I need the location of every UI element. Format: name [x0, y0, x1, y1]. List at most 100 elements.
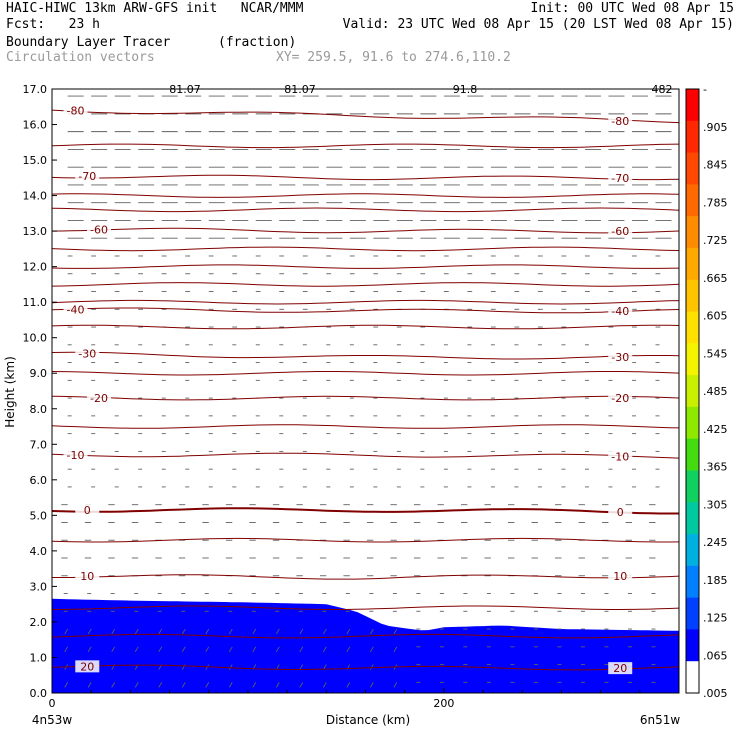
- colorbar-label-16: .005: [703, 687, 728, 700]
- vector-arrow-341: [299, 664, 304, 670]
- contour-label--80-right: -80: [611, 115, 629, 128]
- contour-label--20-left: -20: [90, 392, 108, 405]
- y-axis-title: Height (km): [3, 356, 17, 427]
- top-labels: 81.07 81.07 91.8 482: [169, 83, 672, 96]
- colorbar-swatch-16: [686, 597, 699, 630]
- contour-label--80-left: -80: [67, 104, 85, 117]
- x-endpoint-right: 6n51w: [640, 713, 681, 727]
- vector-arrow-239: [228, 664, 233, 670]
- colorbar-swatch-8: [686, 343, 699, 376]
- x-axis-title: Distance (km): [326, 713, 410, 727]
- vector-arrow-241: [228, 628, 233, 635]
- vector-arrow-374: [322, 682, 327, 688]
- vector-arrow-411: [346, 628, 351, 635]
- colorbar-swatch-5: [686, 247, 699, 281]
- isotherm--60: [52, 227, 679, 234]
- header-line2-left: Fcst: 23 h: [6, 17, 100, 32]
- colorbar-swatch-9: [686, 375, 699, 408]
- colorbar-swatch-4: [686, 216, 699, 249]
- isotherm--70: [52, 174, 679, 181]
- contour-label-bg: [63, 104, 88, 117]
- vector-arrow-445: [369, 628, 374, 635]
- contour-label-bg: [608, 662, 633, 675]
- vector-arrow-3: [64, 628, 69, 635]
- cross-section-coords: XY= 259.5, 91.6 to 274.6,110.2: [276, 50, 511, 65]
- colorbar-swatch-6: [686, 279, 699, 313]
- vector-arrow-342: [299, 646, 304, 653]
- vector-arrow-307: [275, 664, 280, 670]
- y-tick-label-6: 6.0: [30, 474, 48, 487]
- colorbar-swatch-14: [686, 534, 699, 567]
- isotherm-0: [52, 507, 679, 515]
- colorbar-swatch-0: [686, 89, 699, 122]
- y-tick-label-7: 7.0: [30, 438, 48, 451]
- theta-line-8: [52, 371, 679, 376]
- vector-arrow-479: [393, 628, 398, 635]
- colorbar-swatch-13: [686, 502, 699, 535]
- contour-label--60-left: -60: [90, 223, 108, 236]
- colorbar-label-10: .365: [703, 461, 728, 474]
- y-tick-label-8: 8.0: [30, 403, 48, 416]
- vector-title: Circulation vectors: [6, 50, 155, 65]
- contour-label--60-right: -60: [611, 225, 629, 238]
- contour-label-bg: [608, 351, 633, 364]
- field-units: (fraction): [218, 35, 297, 50]
- vector-arrow-238: [228, 682, 233, 688]
- theta-line-11: [52, 605, 679, 610]
- tracer-field: [52, 598, 679, 693]
- y-tick-label-4: 4.0: [30, 545, 48, 558]
- y-tick-label-3: 3.0: [30, 580, 48, 593]
- colorbar-label-0: -: [703, 83, 707, 96]
- theta-line-5: [52, 282, 679, 287]
- colorbar-swatch-12: [686, 470, 699, 503]
- vector-arrow-36: [87, 646, 92, 653]
- vector-arrow-275: [252, 628, 257, 635]
- vector-arrow-376: [322, 646, 327, 653]
- theta-line-7: [52, 324, 679, 330]
- contour-label-bg: [608, 505, 633, 518]
- vector-arrow-308: [275, 646, 280, 653]
- vector-arrow-170: [181, 682, 186, 688]
- vector-arrow-102: [134, 682, 139, 688]
- colorbar-swatch-15: [686, 565, 699, 599]
- vector-arrow-240: [228, 646, 233, 653]
- y-tick-label-2: 2.0: [30, 616, 48, 629]
- y-tick-label-12: 12.0: [23, 261, 48, 274]
- contour-label--70-right: -70: [611, 172, 629, 185]
- contour-label-bg: [87, 223, 112, 236]
- vector-arrow-136: [158, 682, 163, 688]
- x-endpoint-left: 4n53w: [32, 713, 73, 727]
- contour-label-bg: [75, 347, 100, 360]
- top-label-0: 81.07: [169, 83, 201, 96]
- tracer-band-0: [52, 598, 679, 693]
- vector-arrow-68: [111, 682, 116, 688]
- colorbar: - .905 .845 .785 .725 .665 .605 .545 .485 .425 .36…: [685, 83, 728, 700]
- colorbar-label-15: .065: [703, 649, 728, 662]
- vector-arrow-408: [346, 682, 351, 688]
- vector-arrow-343: [299, 628, 304, 635]
- y-tick-label-16: 16.0: [23, 119, 48, 132]
- contour-label-bg: [63, 303, 88, 316]
- theta-line-6: [52, 299, 679, 305]
- vector-arrow-0: [64, 682, 69, 688]
- isotherm-contours: [52, 109, 679, 671]
- vector-arrow-204: [205, 682, 210, 688]
- vector-arrow-478: [393, 646, 398, 653]
- top-label-1: 81.07: [284, 83, 316, 96]
- contour-label-bg: [75, 660, 100, 673]
- colorbar-label-5: .665: [703, 272, 728, 285]
- isotherm-10: [52, 574, 679, 580]
- colorbar-swatch-1: [686, 120, 699, 154]
- colorbar-label-7: .545: [703, 347, 728, 360]
- contour-label-bg: [87, 392, 112, 405]
- contour-label-10-right: 10: [613, 570, 627, 583]
- colorbar-label-4: .725: [703, 234, 728, 247]
- x-tick-label-1: 200: [433, 697, 454, 710]
- vector-arrow-71: [111, 628, 116, 635]
- contour-label--20-right: -20: [611, 392, 629, 405]
- contour-label-bg: [75, 170, 100, 183]
- contour-label-bg: [75, 569, 100, 582]
- isotherm--40: [52, 307, 679, 314]
- top-label-3: 482: [652, 83, 673, 96]
